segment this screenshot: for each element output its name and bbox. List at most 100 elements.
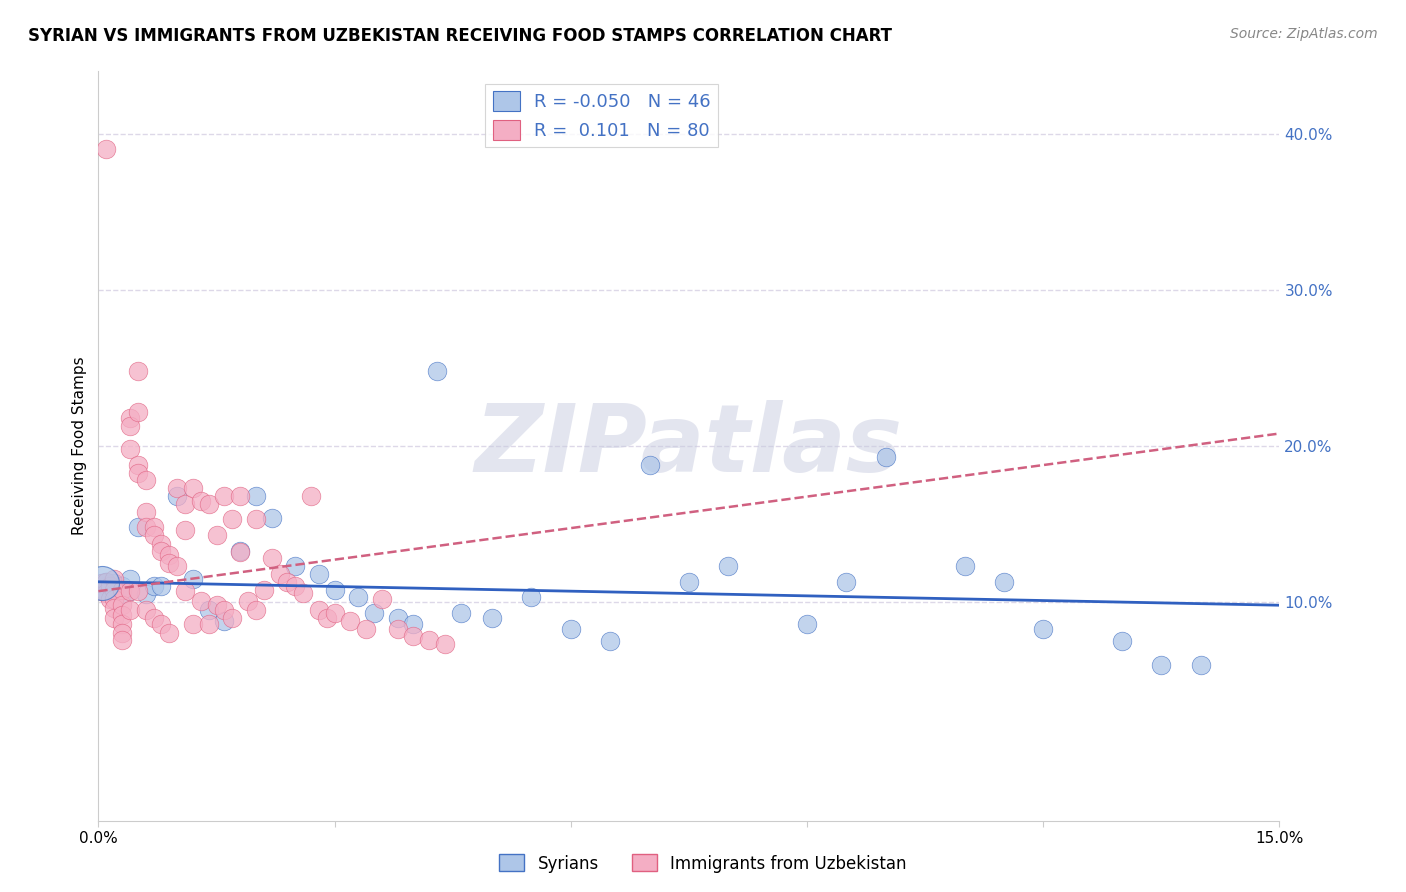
Point: [347, 591, 370, 605]
Point: [118, 584, 141, 599]
Point: [150, 580, 173, 594]
Point: [229, 545, 252, 559]
Point: [520, 591, 543, 605]
Point: [205, 598, 228, 612]
Point: [135, 505, 157, 519]
Point: [174, 584, 197, 599]
Point: [387, 622, 409, 636]
Point: [323, 606, 346, 620]
Point: [174, 523, 197, 537]
Point: [127, 466, 149, 480]
Point: [402, 630, 425, 644]
Point: [111, 632, 134, 647]
Text: ZIPatlas: ZIPatlas: [475, 400, 903, 492]
Point: [276, 574, 298, 589]
Point: [118, 410, 141, 425]
Point: [135, 587, 157, 601]
Point: [284, 580, 307, 594]
Point: [315, 611, 337, 625]
Point: [214, 603, 236, 617]
Point: [118, 442, 141, 456]
Point: [236, 593, 259, 607]
Point: [157, 626, 180, 640]
Point: [339, 614, 361, 628]
Point: [181, 617, 204, 632]
Point: [127, 458, 149, 472]
Point: [91, 576, 114, 591]
Point: [103, 576, 125, 591]
Point: [166, 481, 188, 495]
Point: [111, 587, 134, 601]
Point: [96, 586, 118, 600]
Point: [127, 520, 149, 534]
Point: [308, 603, 330, 617]
Point: [387, 611, 409, 625]
Point: [157, 548, 180, 563]
Point: [953, 559, 976, 574]
Point: [260, 510, 283, 524]
Point: [717, 559, 740, 574]
Point: [150, 537, 173, 551]
Point: [299, 489, 322, 503]
Point: [1189, 657, 1212, 672]
Point: [166, 559, 188, 574]
Point: [371, 592, 394, 607]
Point: [245, 512, 267, 526]
Point: [142, 580, 165, 594]
Point: [103, 611, 125, 625]
Point: [142, 520, 165, 534]
Point: [221, 512, 243, 526]
Point: [292, 586, 315, 600]
Point: [142, 528, 165, 542]
Point: [135, 603, 157, 617]
Point: [142, 611, 165, 625]
Point: [103, 572, 125, 586]
Point: [560, 622, 582, 636]
Point: [229, 543, 252, 558]
Point: [135, 520, 157, 534]
Point: [103, 592, 125, 607]
Text: SYRIAN VS IMMIGRANTS FROM UZBEKISTAN RECEIVING FOOD STAMPS CORRELATION CHART: SYRIAN VS IMMIGRANTS FROM UZBEKISTAN REC…: [28, 27, 893, 45]
Point: [174, 497, 197, 511]
Point: [118, 603, 141, 617]
Point: [111, 582, 134, 597]
Point: [98, 592, 121, 607]
Point: [91, 576, 114, 591]
Point: [103, 601, 125, 615]
Point: [796, 617, 818, 632]
Point: [111, 617, 134, 632]
Legend: R = -0.050   N = 46, R =  0.101   N = 80: R = -0.050 N = 46, R = 0.101 N = 80: [485, 84, 718, 147]
Point: [875, 450, 897, 464]
Point: [96, 580, 118, 594]
Point: [127, 584, 149, 599]
Point: [638, 458, 661, 472]
Point: [127, 405, 149, 419]
Point: [150, 617, 173, 632]
Point: [118, 418, 141, 433]
Point: [221, 611, 243, 625]
Point: [98, 582, 121, 597]
Point: [96, 142, 118, 157]
Point: [1150, 657, 1173, 672]
Point: [450, 606, 472, 620]
Point: [835, 574, 858, 589]
Point: [190, 593, 212, 607]
Point: [245, 603, 267, 617]
Point: [253, 582, 276, 597]
Point: [103, 584, 125, 599]
Point: [190, 493, 212, 508]
Point: [402, 617, 425, 632]
Point: [111, 626, 134, 640]
Point: [599, 634, 621, 648]
Point: [993, 574, 1015, 589]
Point: [111, 598, 134, 612]
Point: [269, 567, 291, 582]
Text: Source: ZipAtlas.com: Source: ZipAtlas.com: [1230, 27, 1378, 41]
Point: [214, 489, 236, 503]
Point: [181, 481, 204, 495]
Point: [418, 632, 440, 647]
Point: [284, 559, 307, 574]
Point: [197, 603, 219, 617]
Point: [118, 584, 141, 599]
Point: [118, 572, 141, 586]
